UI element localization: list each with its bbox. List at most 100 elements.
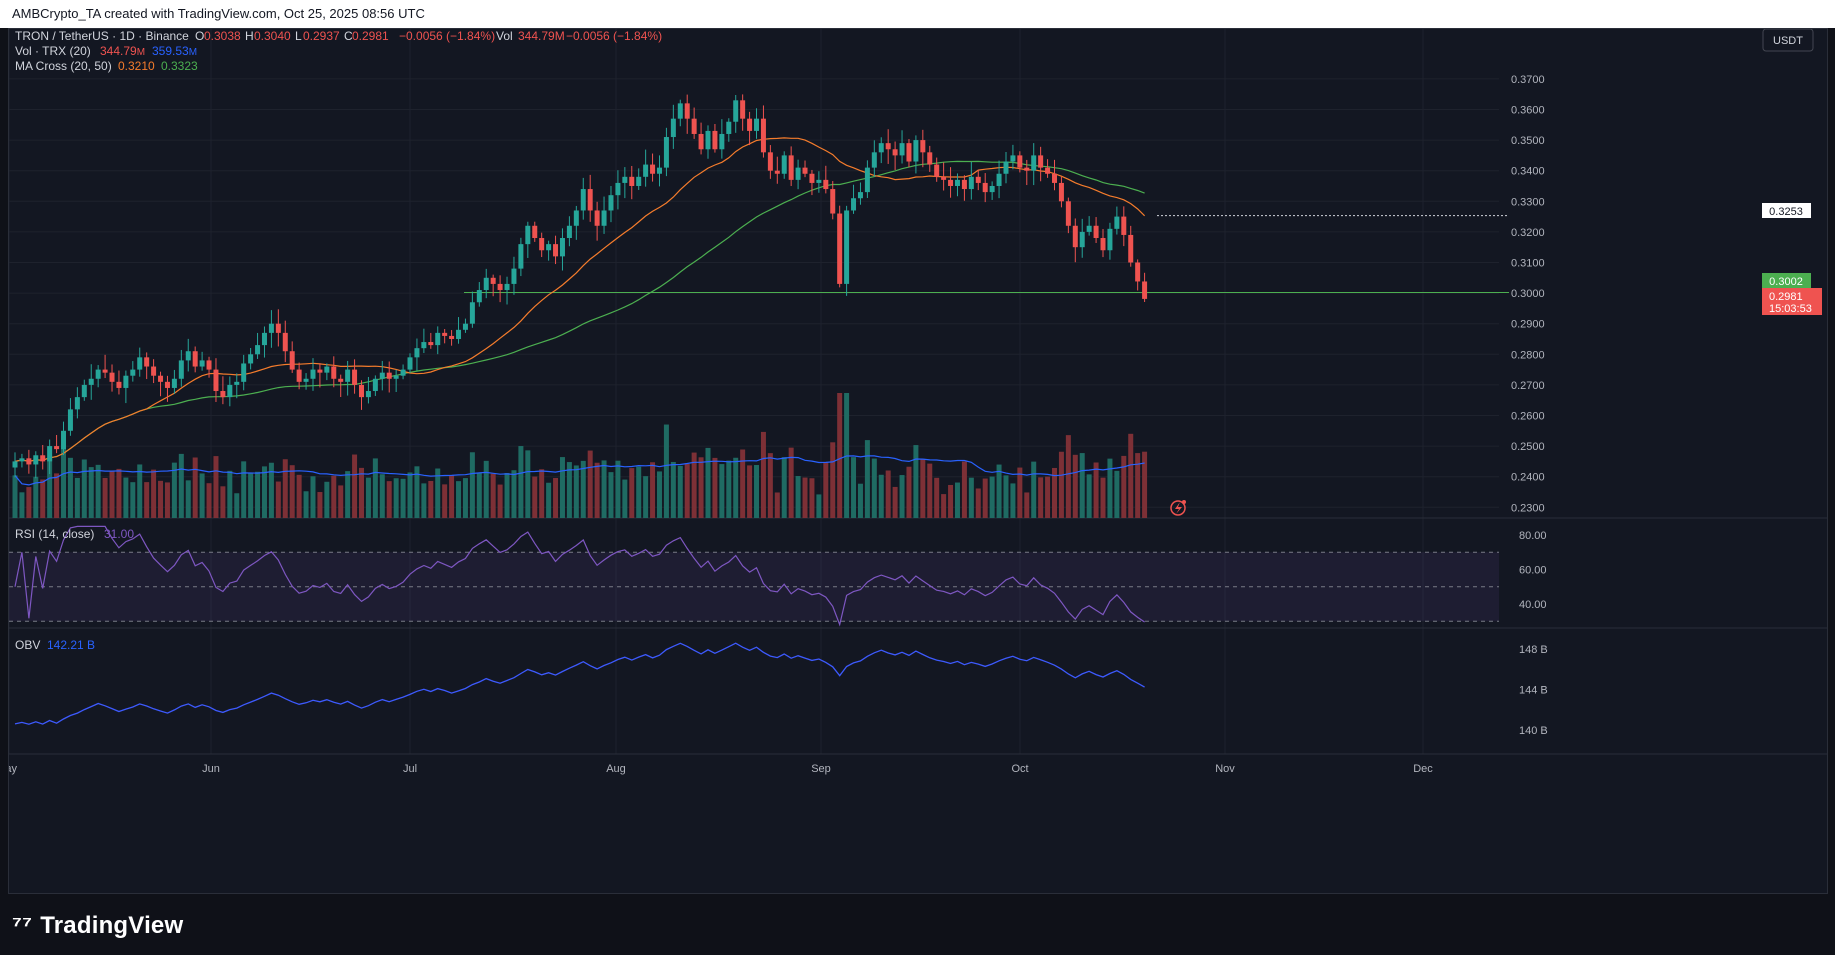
brand-text: TradingView (40, 912, 184, 939)
volume-bar (220, 486, 226, 518)
volume-bar (303, 491, 309, 518)
candle-body (248, 354, 254, 364)
lightning-icon[interactable] (1170, 500, 1186, 516)
candle-body (892, 149, 898, 156)
candle-body (740, 100, 746, 119)
ma-legend-v2: 0.3323 (161, 59, 198, 73)
volume-bar (663, 424, 669, 518)
obv-legend: OBV 142.21 B (15, 638, 95, 652)
volume-bar (171, 462, 177, 518)
volume-bar (857, 483, 863, 518)
candle-body (559, 238, 565, 257)
volume-bar (566, 462, 572, 518)
candle-body (760, 118, 766, 153)
volume-bar (989, 476, 995, 518)
candle-body (449, 335, 455, 339)
volume-bar (123, 477, 129, 518)
candle-body (407, 357, 413, 370)
attribution-text: AMBCrypto_TA created with TradingView.co… (12, 6, 425, 21)
candle-body (781, 155, 787, 174)
volume-bar (691, 452, 697, 518)
volume-bar (712, 457, 718, 518)
vol-legend-v2: 359.53M (152, 44, 197, 58)
volume-bar (88, 467, 94, 518)
volume-bar (213, 456, 219, 518)
price-tick-label: 0.3400 (1511, 166, 1545, 178)
candle-body (19, 458, 25, 462)
volume-bar (622, 479, 628, 518)
candle-body (622, 176, 628, 183)
volume-bar (109, 470, 115, 518)
volume-bar (241, 461, 247, 518)
volume-bar (400, 478, 406, 518)
candle-body (67, 409, 73, 431)
volume-bar (61, 447, 67, 518)
volume-bar (677, 465, 683, 518)
volume-bar (851, 457, 857, 518)
volume-bar (365, 477, 371, 518)
rsi-legend-value: 31.00 (104, 527, 134, 541)
volume-bar (913, 445, 919, 518)
candle-body (442, 332, 448, 336)
candle-body (906, 143, 912, 162)
candlesticks (12, 94, 1148, 479)
candle-body (1045, 167, 1051, 174)
candle-body (1093, 225, 1099, 239)
volume-bar (449, 475, 455, 518)
candle-body (594, 210, 600, 226)
candle-body (677, 103, 683, 119)
candle-body (629, 176, 635, 186)
volume-bar (421, 483, 427, 518)
rsi-band (9, 551, 1499, 622)
candle-body (601, 210, 607, 226)
obv-line (14, 642, 1145, 725)
rsi-tick-label: 80.00 (1519, 530, 1547, 542)
candle-body (192, 351, 198, 367)
candle-body (989, 185, 995, 193)
candle-body (345, 369, 351, 382)
time-tick-label: Dec (1413, 763, 1433, 775)
currency-button[interactable]: USDT (1762, 28, 1814, 52)
volume-bar (116, 468, 122, 518)
countdown-text: 15:03:53 (1769, 303, 1812, 315)
chart-canvas[interactable]: 0.3700 0.3600 0.3500 0.3400 0.3300 0.3200 0.31… (0, 28, 1827, 893)
candle-body (171, 378, 177, 388)
volume-bar (982, 478, 988, 518)
volume-bar (275, 481, 281, 518)
candle-body (40, 455, 46, 462)
volume-bar (996, 464, 1002, 518)
currency-label: USDT (1773, 35, 1803, 47)
chart-area[interactable]: 0.3700 0.3600 0.3500 0.3400 0.3300 0.3200 0.31… (0, 28, 1828, 894)
candle-body (920, 140, 926, 153)
volume-bar (483, 460, 489, 518)
candle-body (719, 133, 725, 150)
tradingview-logo[interactable]: ⁷⁷ TradingView (12, 912, 183, 940)
candle-body (289, 351, 295, 370)
price-tick-label: 0.2600 (1511, 410, 1545, 422)
candle-body (954, 179, 960, 186)
candle-body (61, 430, 67, 450)
candle-body (934, 164, 940, 177)
volume-bar (338, 485, 344, 518)
candle-body (26, 458, 32, 465)
candle-body (927, 152, 933, 165)
candle-body (386, 372, 392, 379)
ma-fast-line (14, 137, 1146, 463)
volume-bar (525, 450, 531, 518)
price-tick-label: 0.2800 (1511, 349, 1545, 361)
candle-body (331, 366, 337, 379)
candle-body (566, 225, 572, 239)
candle-body (261, 332, 267, 346)
candle-body (421, 342, 427, 349)
volume-bar (476, 473, 482, 518)
candle-body (809, 173, 815, 183)
volume-bar (261, 466, 267, 518)
candle-body (268, 323, 274, 333)
candle-body (996, 173, 1002, 186)
volume-bar (532, 476, 538, 518)
volume-bar (393, 478, 399, 518)
candle-body (220, 391, 226, 398)
volume-bar (1038, 477, 1044, 518)
candle-body (483, 277, 489, 291)
candle-body (948, 179, 954, 186)
